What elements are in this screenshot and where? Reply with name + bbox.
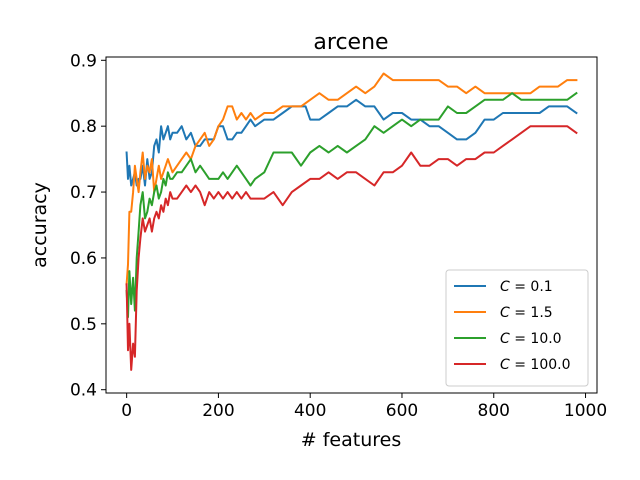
series-line-1 — [125, 72, 578, 286]
legend-label: C = 10.0 — [500, 331, 562, 347]
series-line-2 — [125, 91, 578, 319]
plot-area: 0 200 400 600 800 1000 0.4 0.5 0.6 0.7 0.8 0.9 — [70, 51, 607, 421]
y-axis-label: accuracy — [29, 182, 51, 268]
x-tick-label: 600 — [386, 401, 418, 421]
x-tick-label: 0 — [121, 401, 132, 421]
series-line-3 — [125, 125, 578, 371]
legend-box — [445, 269, 589, 387]
y-tick-label: 0.6 — [70, 249, 97, 269]
x-tick-label: 400 — [294, 401, 326, 421]
x-axis-label: # features — [301, 429, 401, 451]
legend: C = 0.1 C = 1.5 C = 10.0 C = 100.0 — [445, 269, 589, 387]
legend-label: C = 0.1 — [500, 279, 553, 295]
y-tick-label: 0.7 — [70, 183, 97, 203]
chart-title: arcene — [313, 30, 388, 55]
axes-frame — [105, 56, 598, 394]
x-tick-label: 1000 — [564, 401, 607, 421]
legend-label: C = 1.5 — [500, 305, 553, 321]
y-tick-label: 0.4 — [70, 381, 97, 401]
x-tick-label: 800 — [478, 401, 510, 421]
y-tick-label: 0.5 — [70, 315, 97, 335]
series-line-0 — [125, 98, 578, 187]
y-tick-label: 0.8 — [70, 117, 97, 137]
y-tick-label: 0.9 — [70, 51, 97, 71]
legend-label: C = 100.0 — [500, 357, 571, 373]
x-tick-label: 200 — [202, 401, 234, 421]
